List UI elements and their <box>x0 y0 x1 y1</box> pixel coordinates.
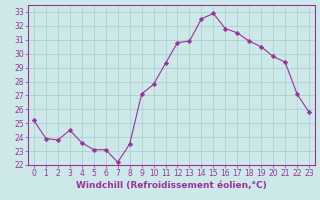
X-axis label: Windchill (Refroidissement éolien,°C): Windchill (Refroidissement éolien,°C) <box>76 181 267 190</box>
